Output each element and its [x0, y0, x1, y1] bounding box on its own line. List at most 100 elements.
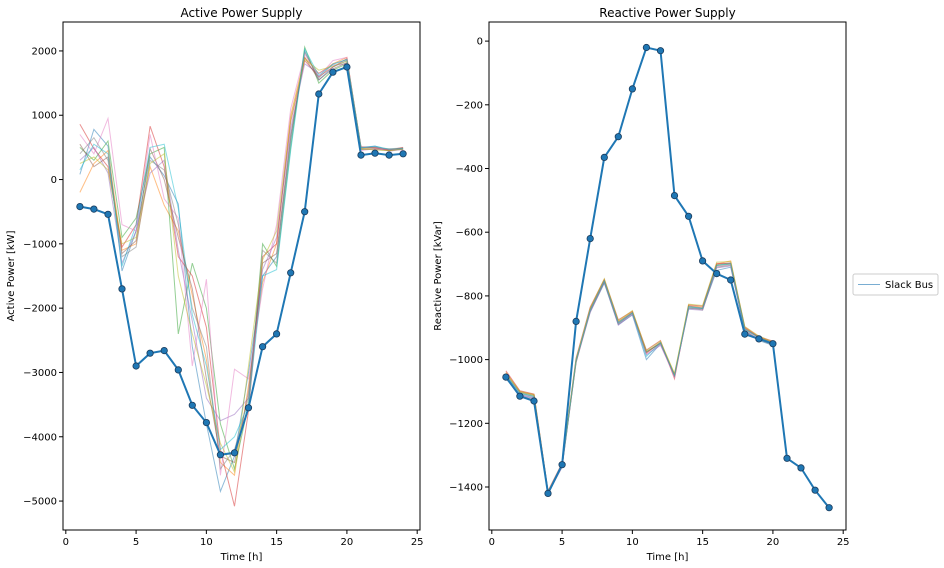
- slack-bus-point: [741, 330, 749, 338]
- scenario-line-8: [505, 264, 774, 496]
- y-axis-label: Active Power [kW]: [6, 230, 17, 321]
- slack-bus-point: [727, 276, 735, 284]
- slack-bus-point: [572, 317, 580, 325]
- y-tick-label: −400: [456, 164, 483, 175]
- x-tick-label: 5: [133, 537, 139, 548]
- y-tick-label: −1000: [23, 239, 57, 250]
- slack-bus-line: [505, 46, 830, 509]
- legend-label: Slack Bus: [885, 280, 933, 291]
- legend-frame: [852, 273, 939, 296]
- slack-bus-point: [600, 153, 608, 161]
- slack-bus-point: [642, 43, 651, 52]
- slack-bus-point: [258, 343, 267, 351]
- slack-bus-line: [79, 65, 404, 456]
- slack-bus-point: [698, 257, 707, 265]
- slack-bus-point: [684, 212, 693, 220]
- slack-bus-point: [357, 151, 365, 159]
- slack-bus-point: [502, 373, 510, 381]
- slack-bus-point: [825, 504, 833, 512]
- slack-bus-point: [90, 205, 98, 213]
- slack-bus-point: [371, 149, 379, 157]
- slack-bus-point: [811, 486, 819, 494]
- slack-bus-point: [76, 203, 84, 211]
- active-power-chart: 0 5 10 15 20 25 −5000 −4000 −3000 −2000 −1000 0 1000…: [6, 6, 424, 563]
- scenario-line-6: [505, 262, 774, 494]
- y-tick-label: −200: [456, 100, 483, 111]
- y-tick-label: −1000: [449, 355, 483, 366]
- slack-bus-point: [516, 392, 524, 400]
- x-tick-label: 20: [341, 537, 354, 548]
- slack-bus-point: [272, 330, 281, 338]
- slack-bus-point: [343, 63, 351, 71]
- chart-title: Active Power Supply: [181, 6, 303, 20]
- x-tick-label: 5: [559, 537, 565, 548]
- slack-bus-point: [586, 235, 594, 243]
- slack-bus-point: [118, 285, 126, 293]
- scenario-line-3: [505, 263, 774, 495]
- slack-bus-point: [301, 208, 309, 216]
- y-tick-label: −800: [456, 291, 483, 302]
- x-tick-label: 20: [767, 537, 780, 548]
- y-tick-label: 1000: [32, 111, 57, 122]
- scenario-line-1: [505, 266, 774, 494]
- slack-bus-point: [670, 192, 679, 200]
- y-tick-label: −2000: [23, 304, 57, 315]
- x-tick-label: 25: [411, 537, 424, 548]
- slack-bus-point: [315, 90, 323, 98]
- y-tick-label: −1400: [449, 483, 483, 494]
- slack-bus-point: [329, 68, 337, 76]
- scenario-line-5: [505, 265, 774, 495]
- slack-bus-point: [287, 269, 295, 277]
- y-tick-label: 2000: [32, 46, 57, 57]
- slack-bus-point: [399, 150, 407, 158]
- reactive-power-chart: 0 5 10 15 20 25 −1400 −1200 −1000 −800 −600 −400 −20…: [433, 6, 850, 563]
- x-tick-label: 0: [489, 537, 495, 548]
- x-axis-label: Time [h]: [646, 552, 689, 563]
- slack-bus-point: [160, 346, 168, 355]
- scenario-line-9: [505, 260, 774, 494]
- slack-bus-point: [656, 47, 665, 55]
- y-tick-label: −3000: [23, 368, 57, 379]
- slack-bus-point: [558, 461, 566, 469]
- slack-bus-point: [146, 349, 154, 357]
- x-axis-label: Time [h]: [220, 552, 263, 563]
- slack-bus-point: [755, 335, 763, 343]
- y-tick-label: 0: [477, 37, 483, 48]
- slack-bus-point: [628, 85, 637, 93]
- x-tick-label: 15: [696, 537, 709, 548]
- slack-bus-point: [797, 464, 805, 472]
- y-tick-label: −1200: [449, 419, 483, 430]
- scenario-line-7: [505, 264, 774, 495]
- slack-bus-point: [230, 449, 239, 457]
- slack-bus-point: [769, 340, 777, 348]
- slack-bus-point: [530, 397, 538, 405]
- y-tick-label: −5000: [23, 497, 57, 508]
- x-tick-label: 10: [626, 537, 639, 548]
- slack-bus-point: [385, 151, 393, 159]
- y-axis-label: Reactive Power [kVar]: [433, 221, 444, 331]
- plot-frame: [488, 21, 847, 531]
- x-tick-label: 0: [63, 537, 69, 548]
- slack-bus-point: [132, 362, 140, 370]
- chart-title: Reactive Power Supply: [599, 6, 735, 20]
- slack-bus-point: [614, 133, 622, 141]
- scenario-line-10: [79, 47, 404, 451]
- x-tick-label: 15: [270, 537, 283, 548]
- y-tick-label: 0: [51, 175, 57, 186]
- x-tick-label: 10: [200, 537, 213, 548]
- slack-bus-point: [544, 489, 552, 497]
- slack-bus-point: [783, 454, 791, 462]
- y-tick-label: −600: [456, 228, 483, 239]
- x-tick-label: 25: [837, 537, 850, 548]
- slack-bus-point: [244, 404, 253, 412]
- slack-bus-point: [104, 210, 112, 218]
- legend: Slack Bus: [852, 273, 939, 296]
- y-tick-label: −4000: [23, 432, 57, 443]
- plot-frame: [62, 21, 421, 531]
- scenario-line-10: [505, 263, 774, 494]
- slack-bus-point: [174, 366, 182, 374]
- slack-bus-point: [713, 269, 721, 278]
- scenario-line-4: [505, 262, 774, 493]
- slack-bus-point: [188, 401, 196, 409]
